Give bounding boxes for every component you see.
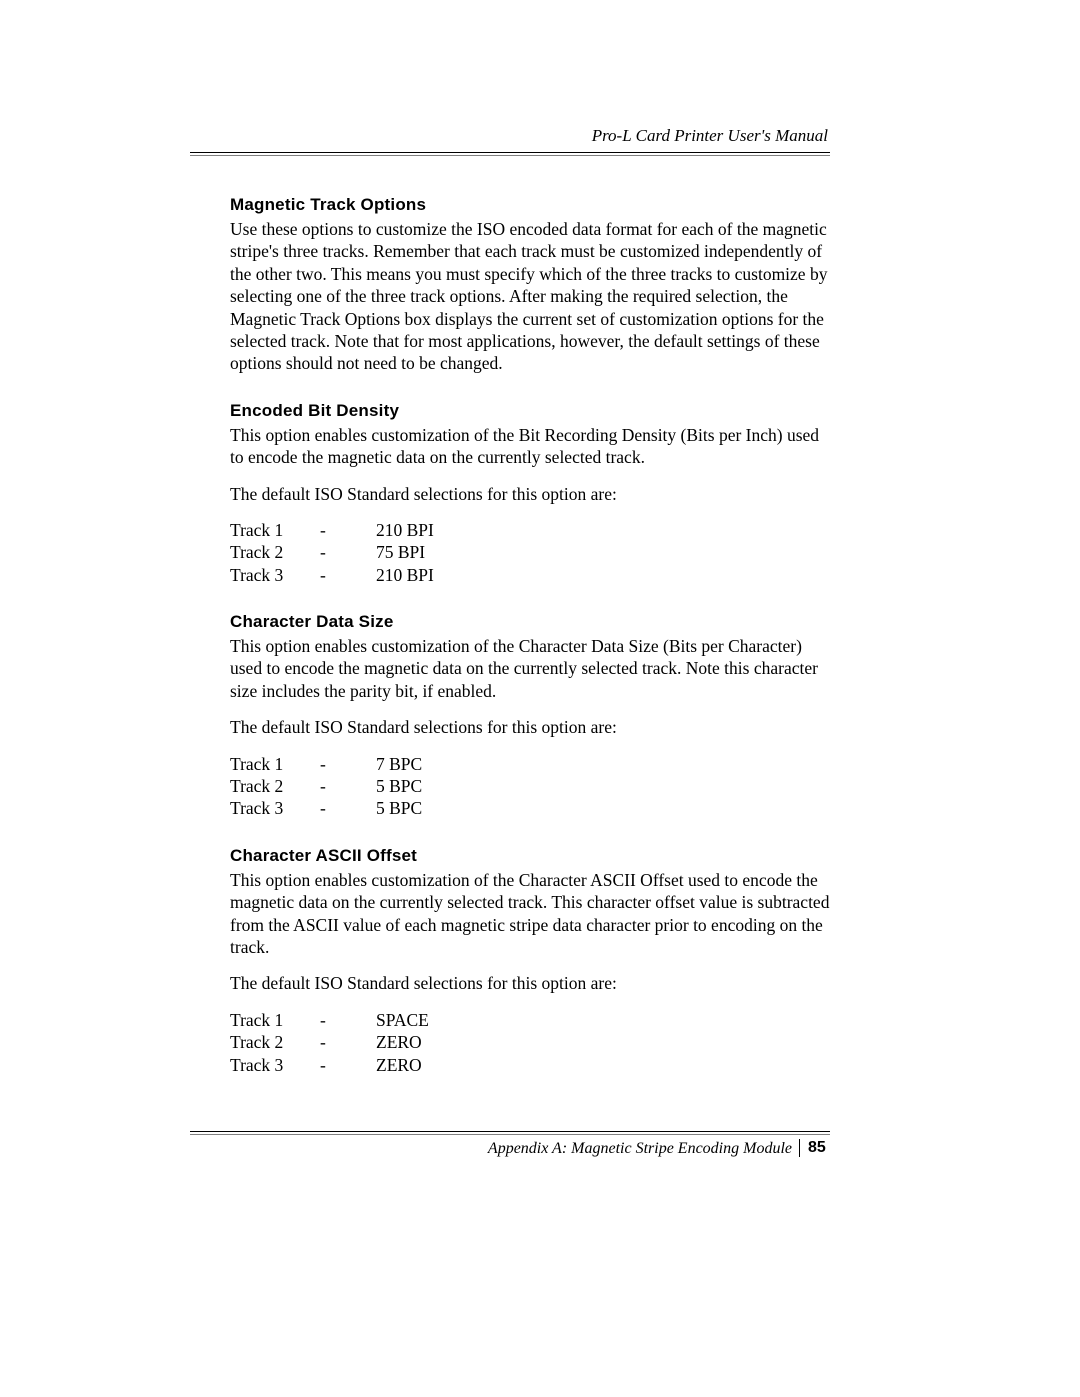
track-value: 7 BPC <box>376 753 422 775</box>
track-label: Track 1 <box>230 519 320 541</box>
table-row: Track 2 - 5 BPC <box>230 775 830 797</box>
track-label: Track 3 <box>230 564 320 586</box>
content-area: Magnetic Track Options Use these options… <box>230 195 830 1090</box>
track-sep: - <box>320 564 376 586</box>
footer-separator <box>799 1139 800 1157</box>
track-sep: - <box>320 1031 376 1053</box>
track-sep: - <box>320 541 376 563</box>
track-label: Track 2 <box>230 541 320 563</box>
heading-magnetic-track-options: Magnetic Track Options <box>230 195 830 215</box>
page: Pro-L Card Printer User's Manual Magneti… <box>0 0 1080 1397</box>
track-value: 210 BPI <box>376 564 434 586</box>
header-rule <box>190 152 830 153</box>
body-character-data-size: This option enables customization of the… <box>230 635 830 702</box>
table-row: Track 1 - 7 BPC <box>230 753 830 775</box>
track-value: 5 BPC <box>376 775 422 797</box>
track-label: Track 1 <box>230 753 320 775</box>
heading-encoded-bit-density: Encoded Bit Density <box>230 401 830 421</box>
body-magnetic-track-options: Use these options to customize the ISO e… <box>230 218 830 375</box>
table-cao: Track 1 - SPACE Track 2 - ZERO Track 3 -… <box>230 1009 830 1076</box>
running-header: Pro-L Card Printer User's Manual <box>592 126 828 146</box>
table-row: Track 3 - 210 BPI <box>230 564 830 586</box>
track-sep: - <box>320 519 376 541</box>
track-value: 75 BPI <box>376 541 425 563</box>
footer-rule-thin <box>190 1134 830 1135</box>
footer-appendix-text: Appendix A: Magnetic Stripe Encoding Mod… <box>488 1140 792 1158</box>
body-character-ascii-offset: This option enables customization of the… <box>230 869 830 959</box>
track-sep: - <box>320 1009 376 1031</box>
page-number: 85 <box>808 1139 826 1157</box>
track-sep: - <box>320 753 376 775</box>
track-value: ZERO <box>376 1031 422 1053</box>
track-value: SPACE <box>376 1009 429 1031</box>
track-sep: - <box>320 775 376 797</box>
heading-character-data-size: Character Data Size <box>230 612 830 632</box>
table-row: Track 1 - 210 BPI <box>230 519 830 541</box>
body-encoded-bit-density: This option enables customization of the… <box>230 424 830 469</box>
heading-character-ascii-offset: Character ASCII Offset <box>230 846 830 866</box>
defaults-intro-cds: The default ISO Standard selections for … <box>230 716 830 738</box>
track-label: Track 2 <box>230 1031 320 1053</box>
track-label: Track 3 <box>230 1054 320 1076</box>
table-row: Track 1 - SPACE <box>230 1009 830 1031</box>
defaults-intro-cao: The default ISO Standard selections for … <box>230 972 830 994</box>
header-rule-thin <box>190 155 830 156</box>
table-cds: Track 1 - 7 BPC Track 2 - 5 BPC Track 3 … <box>230 753 830 820</box>
table-ebd: Track 1 - 210 BPI Track 2 - 75 BPI Track… <box>230 519 830 586</box>
track-label: Track 1 <box>230 1009 320 1031</box>
track-value: 210 BPI <box>376 519 434 541</box>
track-label: Track 3 <box>230 797 320 819</box>
track-label: Track 2 <box>230 775 320 797</box>
track-value: 5 BPC <box>376 797 422 819</box>
footer-rule <box>190 1131 830 1132</box>
table-row: Track 3 - 5 BPC <box>230 797 830 819</box>
track-sep: - <box>320 1054 376 1076</box>
track-value: ZERO <box>376 1054 422 1076</box>
track-sep: - <box>320 797 376 819</box>
table-row: Track 2 - ZERO <box>230 1031 830 1053</box>
table-row: Track 2 - 75 BPI <box>230 541 830 563</box>
table-row: Track 3 - ZERO <box>230 1054 830 1076</box>
defaults-intro-ebd: The default ISO Standard selections for … <box>230 483 830 505</box>
